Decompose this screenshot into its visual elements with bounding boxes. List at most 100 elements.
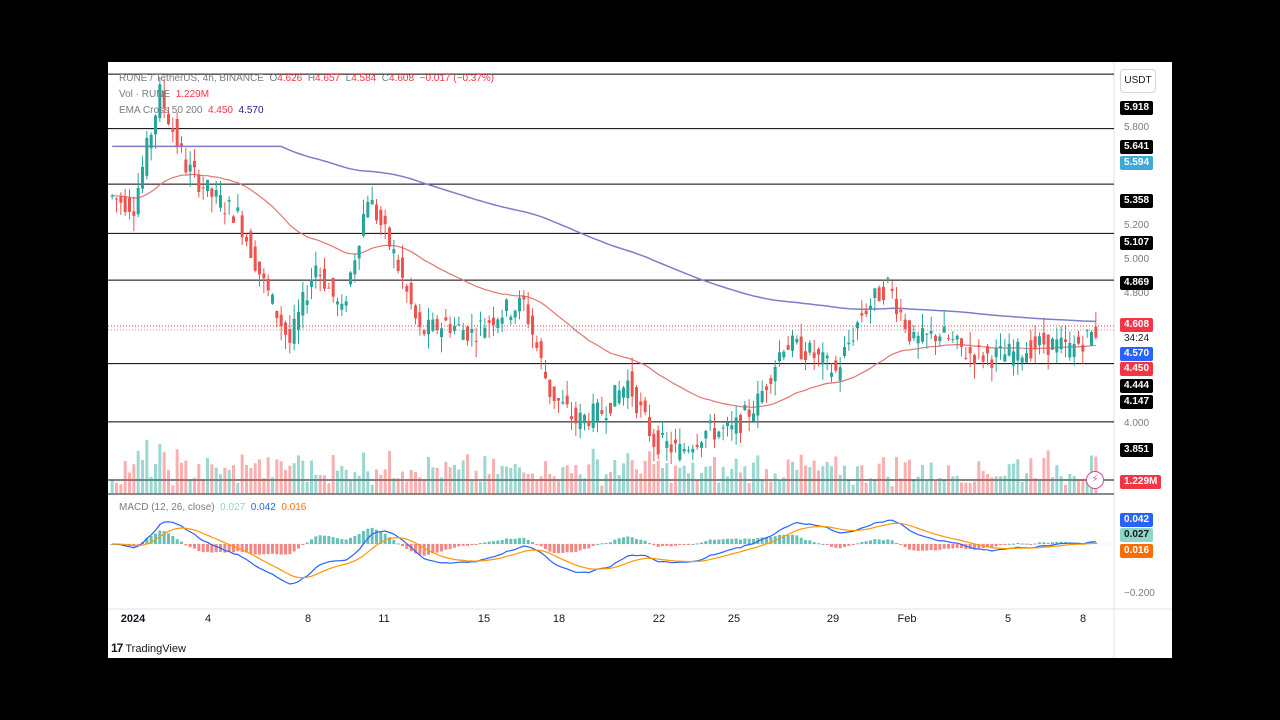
candle-body	[986, 346, 989, 354]
x-tick: 25	[727, 613, 741, 625]
change-value: −0.017 (−0.37%)	[419, 73, 495, 84]
candle-body	[505, 299, 508, 312]
volume-bar	[739, 472, 742, 494]
macd-histogram-bar	[596, 543, 599, 545]
chart-canvas[interactable]	[108, 62, 1172, 658]
candle-body	[327, 287, 331, 289]
candle-body	[700, 442, 703, 448]
volume-bar	[934, 479, 937, 494]
candle-body	[999, 346, 1002, 348]
macd-histogram-bar	[583, 544, 586, 549]
macd-histogram-bar	[838, 544, 842, 549]
macd-histogram-bar	[383, 533, 387, 544]
volume-bar	[1077, 479, 1080, 494]
volume-bar	[1007, 464, 1011, 494]
macd-histogram-bar	[760, 537, 764, 544]
volume-bar	[864, 482, 868, 494]
volume-bar	[1012, 463, 1015, 494]
volume-bar	[756, 455, 760, 494]
macd-histogram-bar	[518, 538, 521, 544]
candle-body	[968, 347, 972, 354]
macd-histogram-bar	[405, 544, 409, 549]
y-tick: 4.000	[1124, 418, 1150, 429]
candle-body	[817, 348, 820, 355]
volume-bar	[808, 467, 812, 494]
candle-body	[448, 324, 452, 333]
volume-bar	[1025, 473, 1028, 494]
candle-body	[409, 282, 413, 305]
macd-histogram-bar	[401, 544, 404, 547]
volume-bar	[1046, 450, 1050, 494]
candle-body	[635, 387, 638, 414]
level-tag-4869: 4.869	[1120, 276, 1154, 290]
candle-body	[435, 318, 439, 331]
candle-body	[401, 257, 404, 278]
candle-body	[258, 261, 261, 275]
candle-body	[830, 372, 833, 377]
macd-histogram-bar	[513, 538, 517, 544]
macd-histogram-bar	[427, 544, 430, 555]
volume-bar	[1038, 481, 1041, 494]
macd-histogram-bar	[691, 543, 695, 545]
candle-body	[444, 317, 448, 321]
macd-histogram-bar	[392, 539, 396, 544]
candle-body	[821, 352, 825, 365]
macd-histogram-bar	[882, 540, 885, 544]
macd-legend-label: MACD (12, 26, close)	[119, 502, 215, 513]
symbol-title[interactable]: RUNE / TetherUS, 4h, BINANCE	[119, 73, 264, 84]
ema-legend[interactable]: EMA Cross 50 200 4.450 4.570	[119, 105, 264, 116]
volume-bar	[492, 458, 495, 494]
macd-histogram-bar	[947, 544, 950, 549]
macd-histogram-bar	[1094, 542, 1098, 544]
volume-bar	[193, 477, 196, 494]
volume-bar	[994, 476, 998, 494]
macd-histogram-bar	[253, 544, 257, 555]
macd-histogram-bar	[344, 539, 348, 544]
candle-body	[1051, 338, 1054, 350]
candle-body	[565, 395, 569, 405]
lightning-icon[interactable]: ⚡	[1086, 471, 1104, 489]
y-tick: 5.200	[1124, 220, 1150, 231]
volume-legend[interactable]: Vol · RUNE 1.229M	[119, 89, 209, 100]
volume-legend-label: Vol · RUNE	[119, 89, 171, 100]
symbol-legend[interactable]: RUNE / TetherUS, 4h, BINANCE O4.626 H4.6…	[119, 73, 494, 84]
candle-body	[158, 84, 162, 119]
candle-body	[431, 319, 435, 331]
volume-bar	[1059, 476, 1063, 494]
macd-histogram-bar	[869, 540, 872, 544]
volume-bar	[886, 476, 890, 494]
candle-body	[752, 413, 755, 422]
macd-histogram-bar	[340, 539, 344, 544]
macd-histogram-bar	[310, 539, 313, 544]
volume-bar	[258, 459, 261, 494]
countdown-tag: 34:24	[1120, 332, 1154, 346]
candle-body	[284, 322, 287, 335]
volume-bar	[1068, 473, 1072, 494]
candle-body	[782, 351, 786, 358]
volume-bar	[422, 480, 426, 494]
macd-histogram-bar	[977, 544, 981, 549]
candle-body	[609, 402, 612, 414]
macd-histogram-bar	[786, 535, 790, 544]
macd-histogram-bar	[418, 544, 422, 555]
candle-body	[691, 448, 695, 453]
candle-body	[197, 174, 201, 193]
candle-body	[232, 216, 235, 223]
macd-legend[interactable]: MACD (12, 26, close) 0.027 0.042 0.016	[119, 502, 306, 513]
macd-histogram-bar	[279, 544, 283, 555]
candle-body	[591, 403, 595, 429]
candle-body	[812, 352, 816, 358]
candle-body	[1003, 354, 1007, 362]
candle-body	[964, 357, 968, 359]
macd-histogram-bar	[318, 535, 322, 544]
candle-body	[318, 274, 322, 276]
tradingview-logo[interactable]: 17 TradingView	[111, 641, 186, 655]
candle-body	[1059, 337, 1063, 350]
macd-histogram-bar	[210, 544, 214, 553]
candle-body	[470, 328, 474, 333]
candle-body	[1055, 339, 1059, 353]
volume-bar	[180, 462, 183, 494]
macd-histogram-bar	[804, 539, 807, 544]
currency-unit-button[interactable]: USDT	[1120, 69, 1156, 93]
volume-bar	[297, 455, 300, 494]
